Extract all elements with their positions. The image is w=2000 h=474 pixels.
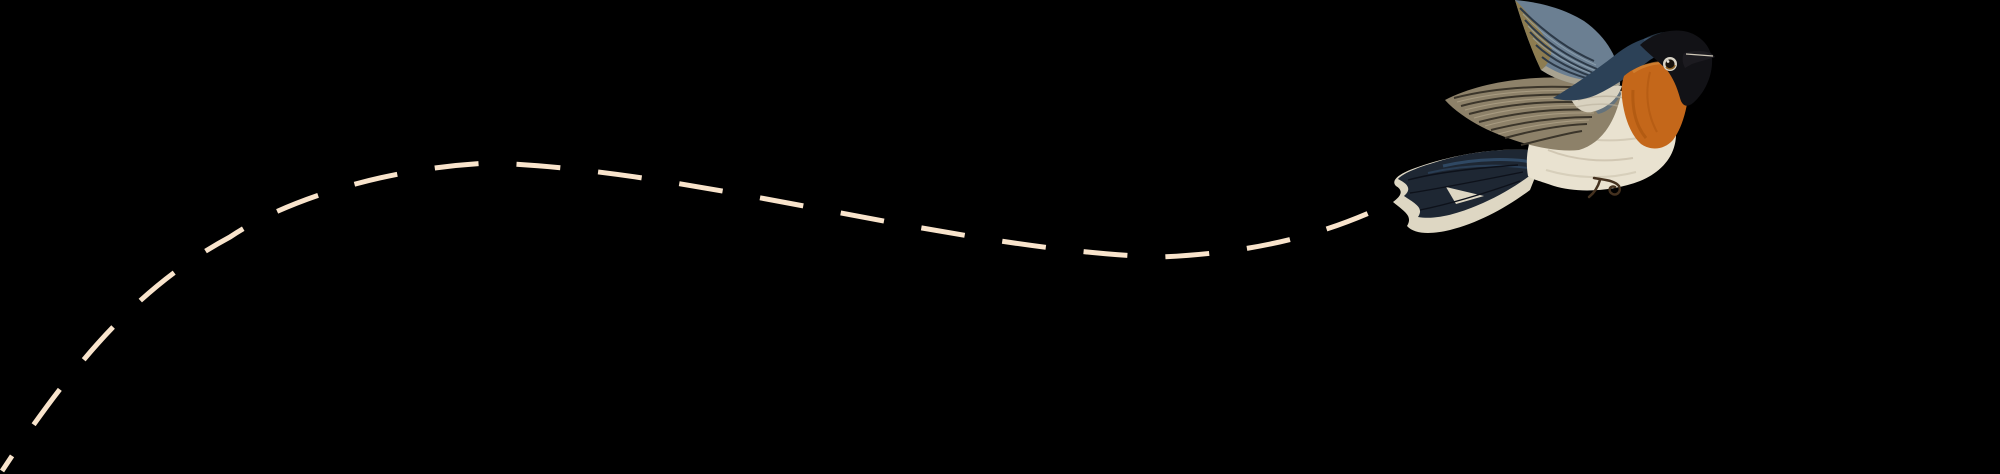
- bird-beak-ridge: [1685, 53, 1714, 57]
- bird-eye: [1663, 57, 1677, 71]
- bird-face-mask: [1640, 30, 1713, 106]
- swallow-bird-icon: [1393, 0, 1715, 233]
- bird-feet: [1587, 176, 1621, 199]
- flight-path-dashes: [0, 160, 1380, 473]
- bird-tail-white-wedge: [1446, 187, 1484, 204]
